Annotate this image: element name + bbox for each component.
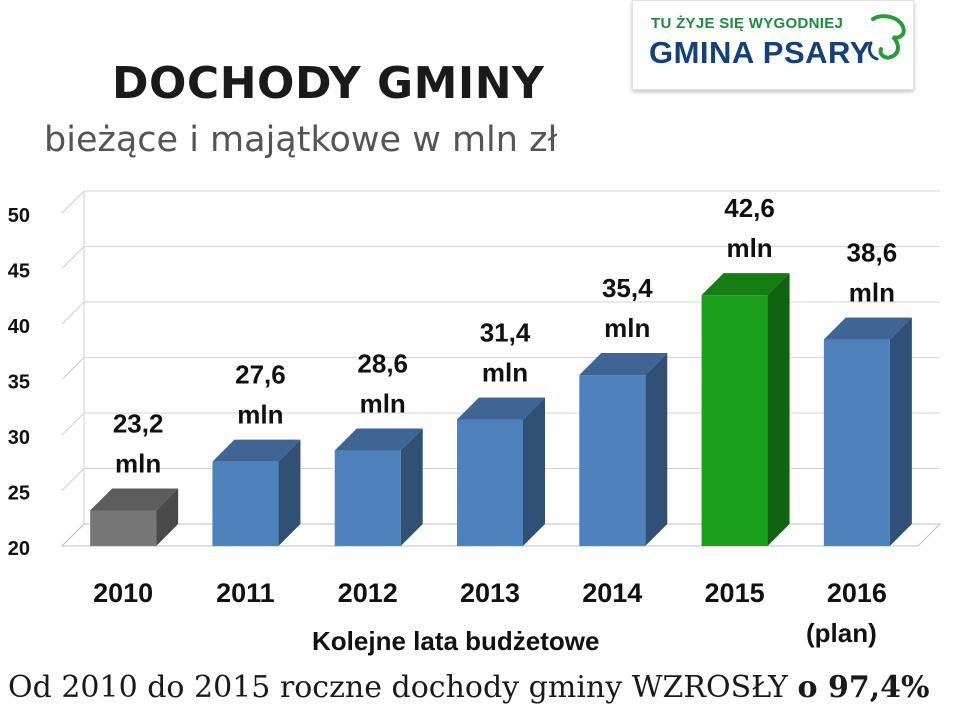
bar-2012 bbox=[334, 450, 401, 546]
footer-text: Od 2010 do 2015 roczne dochody gminy WZR… bbox=[8, 670, 798, 705]
data-label-value: 23,2 bbox=[113, 408, 164, 438]
gridline-side bbox=[61, 412, 85, 436]
x-tick-label: 2014 bbox=[582, 578, 642, 608]
bar-2013 bbox=[457, 419, 523, 546]
y-tick-label: 50 bbox=[8, 205, 30, 227]
data-label-unit: mln bbox=[360, 389, 406, 419]
data-label-unit: mln bbox=[237, 400, 283, 430]
gridline-side bbox=[61, 190, 85, 214]
bar-side bbox=[523, 397, 545, 546]
y-tick-label: 40 bbox=[8, 316, 30, 338]
page-subtitle: bieżące i majątkowe w mln zł bbox=[44, 120, 558, 160]
data-label-unit: mln bbox=[849, 278, 895, 308]
y-tick-label: 45 bbox=[8, 261, 30, 283]
plan-note: (plan) bbox=[806, 618, 877, 648]
data-label-unit: mln bbox=[726, 233, 772, 263]
bar-2016 bbox=[823, 339, 890, 546]
data-label-unit: mln bbox=[115, 448, 161, 478]
data-label-value: 42,6 bbox=[724, 193, 775, 223]
logo-name: GMINA PSARY bbox=[649, 35, 871, 70]
gridline-side bbox=[61, 468, 85, 491]
data-label-value: 31,4 bbox=[480, 317, 531, 347]
data-label-value: 35,4 bbox=[602, 273, 653, 303]
footer-highlight: o 97,4% bbox=[797, 670, 930, 705]
bar-side bbox=[156, 488, 179, 546]
bar-top bbox=[457, 397, 545, 420]
y-tick-label: 30 bbox=[8, 427, 30, 449]
data-label-unit: mln bbox=[604, 313, 650, 343]
gridline-side bbox=[61, 301, 85, 325]
data-label-value: 28,6 bbox=[357, 349, 408, 379]
bar-top bbox=[334, 428, 423, 451]
bar-2011 bbox=[212, 461, 279, 546]
x-tick-label: 2016 bbox=[827, 578, 887, 608]
bar-side bbox=[400, 428, 423, 546]
bar-side bbox=[645, 353, 668, 546]
bar-top bbox=[90, 488, 179, 511]
x-tick-label: 2015 bbox=[705, 578, 765, 608]
x-tick-label: 2013 bbox=[460, 578, 520, 608]
x-tick-label: 2012 bbox=[338, 578, 398, 608]
x-tick-label: 2010 bbox=[93, 578, 153, 608]
bar-2010 bbox=[90, 510, 157, 546]
y-tick-label: 25 bbox=[8, 483, 30, 505]
data-label-value: 38,6 bbox=[847, 238, 898, 268]
bar-side bbox=[767, 273, 790, 546]
gridline-side bbox=[61, 246, 85, 269]
bar-2014 bbox=[579, 375, 646, 546]
x-axis-title: Kolejne lata budżetowe bbox=[312, 626, 600, 656]
bar-side bbox=[889, 317, 912, 546]
y-tick-label: 35 bbox=[8, 372, 30, 394]
x-tick-label: 2011 bbox=[216, 578, 275, 608]
bar-top bbox=[823, 317, 912, 340]
footer-summary: Od 2010 do 2015 roczne dochody gminy WZR… bbox=[8, 670, 930, 705]
bar-top bbox=[579, 353, 668, 376]
gmina-psary-logo: TU ŻYJE SIĘ WYGODNIEJ GMINA PSARY bbox=[632, 0, 914, 90]
logo-tagline: TU ŻYJE SIĘ WYGODNIEJ bbox=[651, 15, 844, 32]
bar-top bbox=[701, 273, 790, 296]
bar-side bbox=[278, 439, 301, 546]
bar-top bbox=[212, 439, 301, 462]
gridline-side bbox=[61, 357, 85, 380]
data-label-unit: mln bbox=[482, 357, 528, 387]
logo-swirl-icon bbox=[867, 14, 906, 61]
page-title: DOCHODY GMINY bbox=[112, 58, 545, 109]
bar-2015 bbox=[701, 295, 768, 546]
y-tick-label: 20 bbox=[8, 538, 30, 560]
data-label-value: 27,6 bbox=[235, 360, 286, 390]
